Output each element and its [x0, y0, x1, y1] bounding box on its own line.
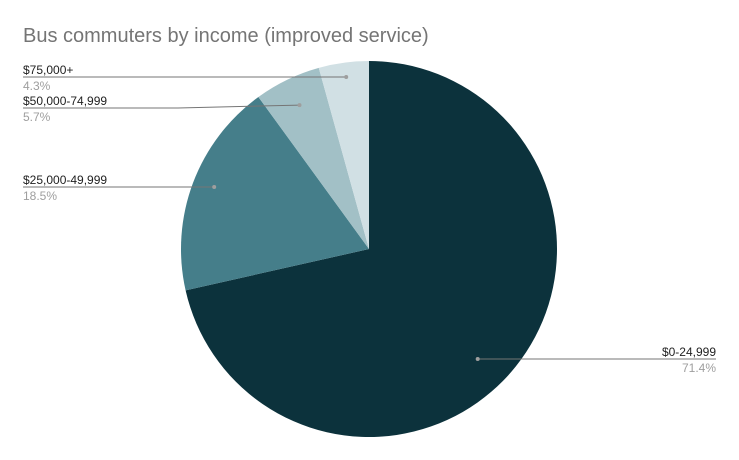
slice-label-1: $0-24,999 — [662, 345, 716, 359]
leader-line-3 — [23, 104, 300, 109]
chart-title: Bus commuters by income (improved servic… — [23, 25, 429, 47]
slice-percent-1: 71.4% — [682, 361, 716, 375]
slice-label-2: $25,000-49,999 — [23, 173, 107, 187]
pie-slices — [180, 60, 557, 438]
pie-slice-2 — [180, 96, 369, 291]
pie-slice-4 — [318, 60, 369, 249]
pie-slice-3 — [258, 67, 369, 249]
leader-dot-2 — [212, 185, 217, 189]
slice-label-3: $50,000-74,999 — [23, 94, 107, 108]
pie-slice-1 — [185, 61, 557, 438]
leader-dot-4 — [344, 75, 349, 79]
leader-dot-1 — [475, 357, 480, 361]
slice-labels: $0-24,999 71.4% $25,000-49,999 18.5% $50,000… — [23, 63, 716, 375]
leader-dot-3 — [297, 103, 302, 108]
slice-percent-3: 5.7% — [23, 110, 51, 124]
slice-percent-4: 4.3% — [23, 79, 51, 93]
slice-label-4: $75,000+ — [23, 63, 73, 77]
slice-percent-2: 18.5% — [23, 189, 57, 203]
